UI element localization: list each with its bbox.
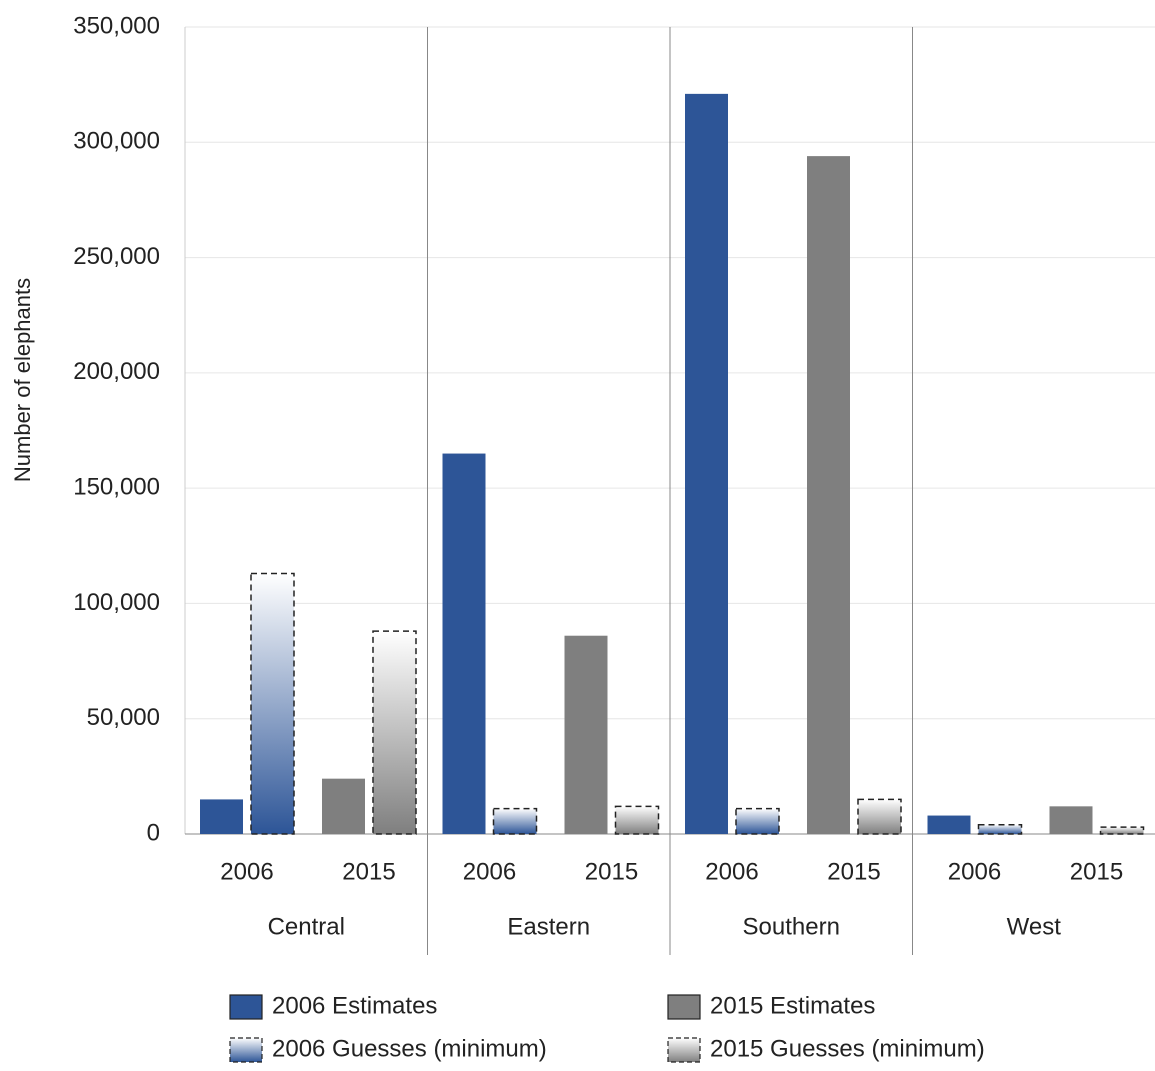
legend-swatch [229, 994, 263, 1020]
y-tick-label: 0 [147, 819, 160, 846]
x-tick-label: 2015 [827, 858, 880, 885]
legend-swatch [667, 1037, 701, 1063]
y-axis-title: Number of elephants [10, 278, 35, 482]
legend-swatch [229, 1037, 263, 1063]
bar [807, 156, 850, 834]
x-tick-label: 2006 [705, 858, 758, 885]
bar [735, 807, 780, 835]
y-tick-label: 350,000 [73, 12, 160, 39]
bar [685, 93, 728, 834]
legend-label: 2006 Estimates [272, 992, 437, 1019]
group-label: Southern [743, 913, 840, 940]
legend-label: 2015 Estimates [710, 992, 875, 1019]
bar [200, 799, 243, 834]
y-tick-label: 300,000 [73, 128, 160, 155]
x-tick-label: 2015 [585, 858, 638, 885]
group-label: West [1007, 913, 1062, 940]
x-tick-label: 2006 [463, 858, 516, 885]
bar [977, 824, 1023, 835]
bar [614, 805, 660, 835]
bar [372, 630, 417, 835]
legend-swatch [667, 994, 701, 1020]
x-tick-label: 2015 [1070, 858, 1123, 885]
legend-label: 2015 Guesses (minimum) [710, 1035, 985, 1062]
y-tick-label: 150,000 [73, 473, 160, 500]
group-label: Eastern [507, 913, 590, 940]
bar [1099, 826, 1145, 835]
y-tick-label: 50,000 [87, 704, 160, 731]
y-tick-label: 250,000 [73, 243, 160, 270]
x-tick-label: 2006 [948, 858, 1001, 885]
y-tick-label: 200,000 [73, 358, 160, 385]
legend-label: 2006 Guesses (minimum) [272, 1035, 547, 1062]
group-label: Central [268, 913, 345, 940]
bar [442, 453, 486, 834]
bar [492, 807, 538, 835]
bar [927, 815, 971, 834]
bar [564, 635, 608, 834]
bar [322, 778, 365, 834]
bar [250, 572, 295, 835]
bar [1049, 806, 1093, 834]
y-tick-label: 100,000 [73, 589, 160, 616]
bar [857, 798, 902, 835]
x-tick-label: 2015 [342, 858, 395, 885]
x-tick-label: 2006 [220, 858, 273, 885]
